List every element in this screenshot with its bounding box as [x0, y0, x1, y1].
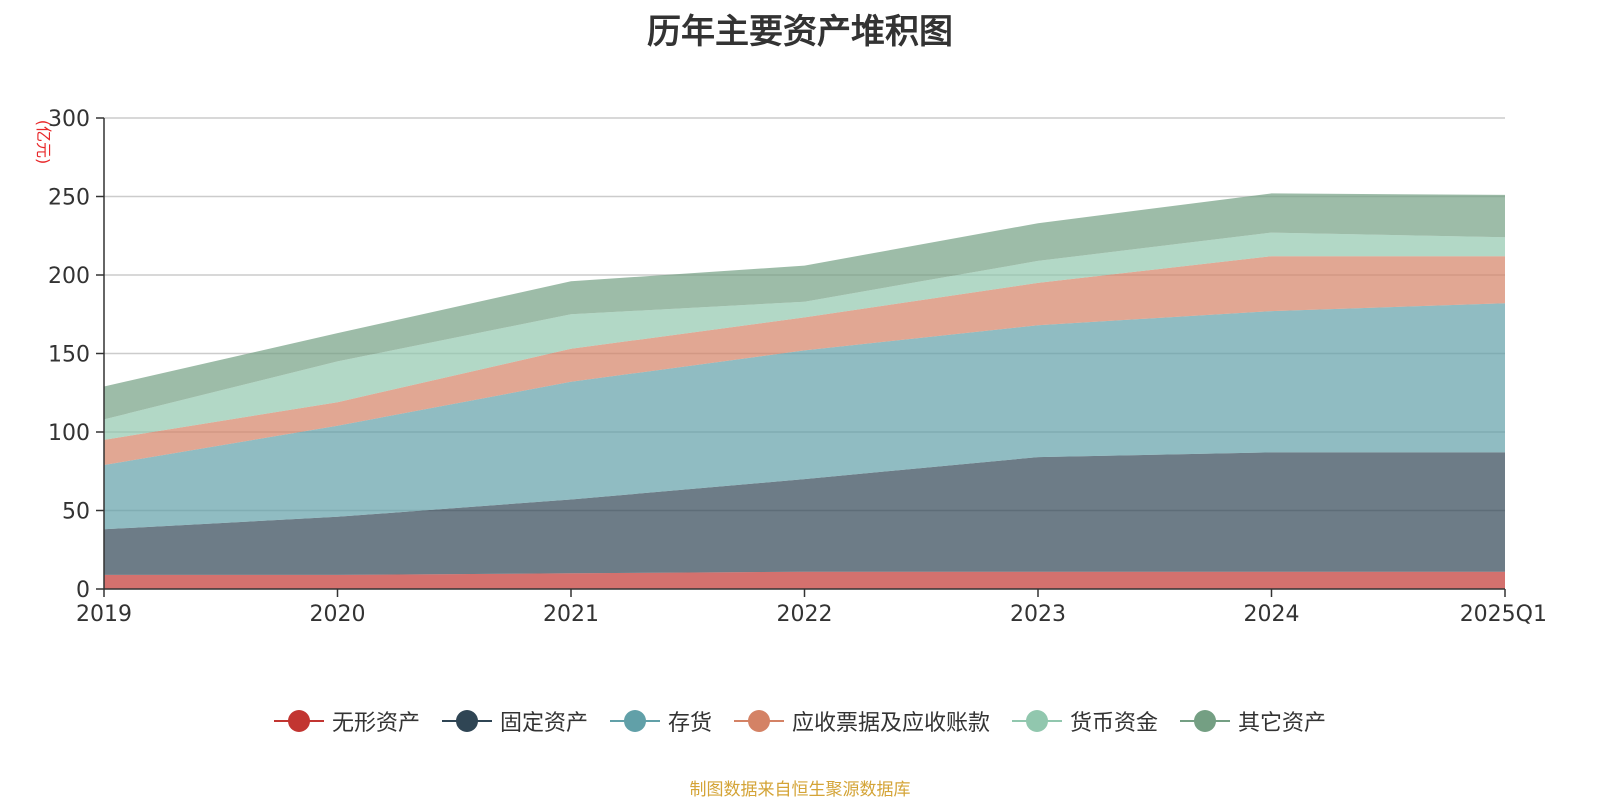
legend-label: 货币资金: [1070, 711, 1159, 736]
x-tick-label: 2024: [1244, 602, 1300, 627]
legend-label: 存货: [667, 711, 712, 736]
area-series-0: [104, 571, 1505, 589]
x-tick-label: 2019: [76, 602, 132, 627]
legend-label: 无形资产: [331, 711, 420, 736]
legend-marker-icon: [273, 708, 324, 734]
area-series-5: [104, 193, 1505, 420]
x-tick-label: 2022: [777, 602, 833, 627]
legend-marker-icon: [441, 708, 492, 734]
legend-item[interactable]: 应收票据及应收账款: [734, 705, 990, 737]
legend-item[interactable]: 固定资产: [441, 705, 588, 737]
chart-title: 历年主要资产堆积图: [647, 12, 953, 52]
legend: 无形资产 固定资产 存货 应收票据及应收账款 货币资金 其它资产: [0, 705, 1600, 737]
y-tick-label: 250: [48, 186, 90, 211]
y-unit-label: (亿元): [34, 120, 53, 165]
y-tick-label: 200: [48, 264, 90, 289]
legend-item[interactable]: 无形资产: [273, 705, 420, 737]
area-series-2: [104, 303, 1505, 530]
area-series-1: [104, 452, 1505, 575]
legend-label: 固定资产: [499, 711, 588, 736]
legend-marker-icon: [609, 708, 660, 734]
y-tick-label: 50: [62, 500, 90, 525]
legend-item[interactable]: 其它资产: [1180, 705, 1326, 737]
legend-item[interactable]: 存货: [609, 705, 712, 737]
x-tick-label: 2023: [1010, 602, 1066, 627]
area-series-4: [104, 232, 1505, 440]
x-tick-label: 2020: [310, 602, 366, 627]
axes: [96, 117, 1506, 597]
y-tick-label: 300: [48, 107, 90, 132]
legend-label: 其它资产: [1238, 711, 1327, 736]
legend-marker-icon: [734, 708, 784, 734]
source-note: 制图数据来自恒生聚源数据库: [689, 780, 911, 800]
legend-marker-icon: [1180, 708, 1231, 734]
legend-marker-icon: [1012, 708, 1063, 734]
x-tick-label: 2021: [543, 602, 599, 627]
y-tick-label: 150: [48, 343, 90, 368]
legend-label: 应收票据及应收账款: [792, 711, 991, 736]
legend-item[interactable]: 货币资金: [1012, 705, 1158, 737]
area-series-3: [104, 256, 1505, 465]
area-series: [104, 193, 1505, 589]
tick-labels: 0 50 100 150 200 250 300 2019 2020 2021 2022 2023 20…: [34, 107, 1547, 627]
y-tick-label: 100: [48, 421, 90, 446]
y-tick-label: 0: [76, 578, 90, 603]
x-tick-label: 2025Q1: [1460, 602, 1547, 627]
